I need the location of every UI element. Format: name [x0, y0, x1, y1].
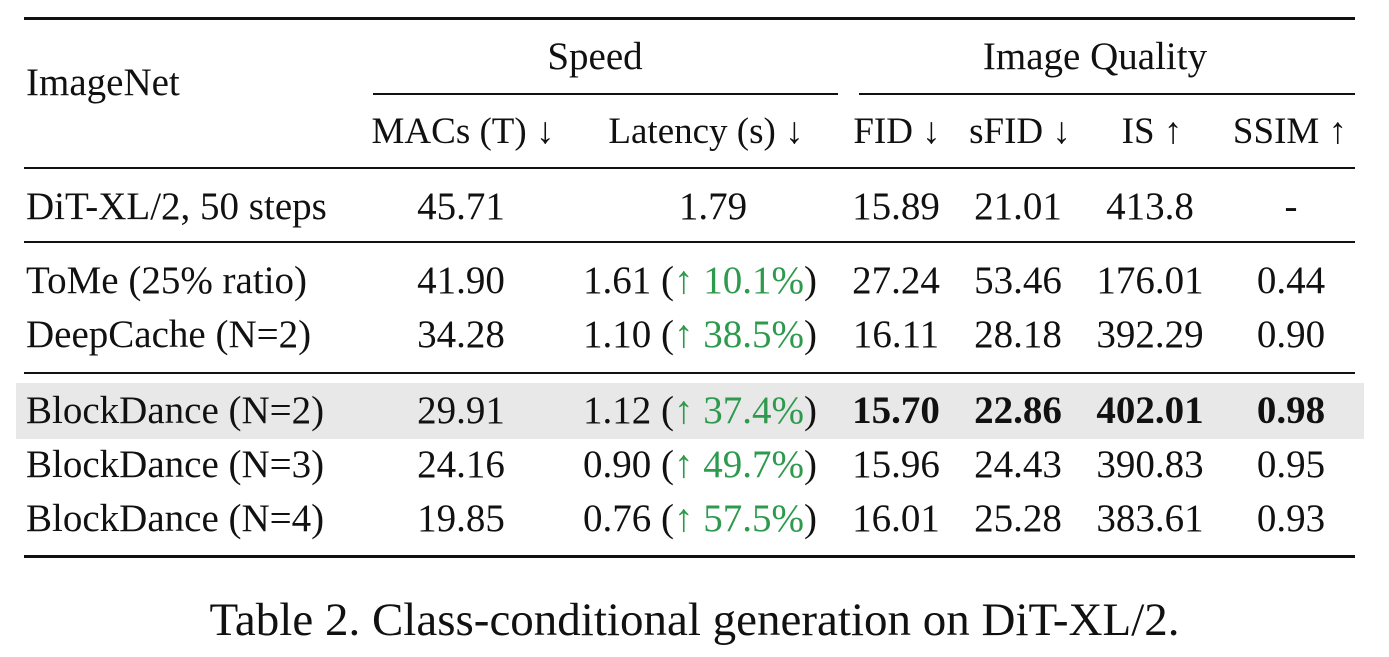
table-cell-is: 392.29 — [1096, 313, 1204, 356]
latency-close-paren: ) — [804, 389, 817, 432]
table-cell-macs: 45.71 — [417, 185, 505, 228]
column-header-macs: MACs (T) ↓ — [371, 111, 555, 152]
baseline-separator-rule — [24, 241, 1355, 243]
column-header-ssim: SSIM ↑ — [1232, 111, 1348, 152]
column-header-fid: FID ↓ — [853, 111, 941, 152]
table-cell-ssim: 0.95 — [1256, 443, 1326, 486]
table-cell-fid: 27.24 — [852, 259, 940, 302]
table-cell-sfid: 25.28 — [974, 497, 1062, 540]
latency-value: 0.76 ( — [583, 497, 674, 540]
column-header-is: IS ↑ — [1121, 111, 1183, 152]
table-cell-ssim: 0.90 — [1256, 313, 1326, 356]
table-cell-fid: 15.96 — [852, 443, 940, 486]
table-cell-latency: 1.12 (↑ 37.4%) — [583, 388, 817, 434]
methods-separator-rule — [24, 372, 1355, 374]
table-row-method: BlockDance (N=3) — [26, 443, 325, 486]
speedup-value: ↑ 37.4% — [674, 389, 804, 432]
latency-value: 1.61 ( — [583, 259, 674, 302]
table-cell-macs: 29.91 — [417, 389, 505, 432]
table-cell-is: 176.01 — [1096, 259, 1204, 302]
table-bottom-rule — [24, 555, 1355, 558]
table-cell-ssim: - — [1284, 185, 1298, 228]
speed-group-rule — [373, 93, 838, 95]
highlight-row-background — [16, 383, 1364, 439]
table-row-method: DeepCache (N=2) — [26, 313, 312, 356]
table-cell-is: 383.61 — [1096, 497, 1204, 540]
table-cell-macs: 41.90 — [417, 259, 505, 302]
speed-group-header: Speed — [547, 35, 643, 78]
table-cell-sfid: 28.18 — [974, 313, 1062, 356]
table-cell-macs: 34.28 — [417, 313, 505, 356]
table-row-method: DiT-XL/2, 50 steps — [26, 185, 327, 228]
speedup-value: ↑ 10.1% — [674, 259, 804, 302]
table-cell-macs: 24.16 — [417, 443, 505, 486]
table-cell-sfid: 24.43 — [974, 443, 1062, 486]
table-cell-sfid: 21.01 — [974, 185, 1062, 228]
table-cell-fid: 15.89 — [852, 185, 940, 228]
table-cell-latency: 0.90 (↑ 49.7%) — [583, 442, 817, 488]
column-header-sfid: sFID ↓ — [969, 111, 1071, 152]
table-cell-ssim: 0.44 — [1256, 259, 1326, 302]
table-cell-fid: 16.01 — [852, 497, 940, 540]
table-cell-ssim: 0.98 — [1256, 389, 1326, 432]
table-cell-is: 402.01 — [1096, 389, 1204, 432]
table-cell-is: 413.8 — [1106, 185, 1194, 228]
table-row-method: BlockDance (N=2) — [26, 389, 325, 432]
speedup-value: ↑ 57.5% — [674, 497, 804, 540]
latency-close-paren: ) — [804, 259, 817, 302]
latency-close-paren: ) — [804, 313, 817, 356]
table-row-method: BlockDance (N=4) — [26, 497, 325, 540]
table-caption: Table 2. Class-conditional generation on… — [209, 594, 1180, 646]
table-cell-sfid: 22.86 — [974, 389, 1062, 432]
speedup-value: ↑ 38.5% — [674, 313, 804, 356]
quality-group-header: Image Quality — [982, 35, 1208, 78]
table-cell-fid: 16.11 — [852, 313, 940, 356]
table-cell-fid: 15.70 — [852, 389, 940, 432]
table-cell-latency: 0.76 (↑ 57.5%) — [583, 496, 817, 542]
table-cell-latency: 1.10 (↑ 38.5%) — [583, 312, 817, 358]
table-cell-latency: 1.79 — [678, 185, 748, 228]
table-cell-sfid: 53.46 — [974, 259, 1062, 302]
header-bottom-rule — [24, 167, 1355, 169]
latency-close-paren: ) — [804, 443, 817, 486]
quality-group-rule — [859, 93, 1355, 95]
dataset-label: ImageNet — [26, 61, 180, 104]
table-cell-is: 390.83 — [1096, 443, 1204, 486]
table-cell-latency: 1.61 (↑ 10.1%) — [583, 258, 817, 304]
table-row-method: ToMe (25% ratio) — [26, 259, 308, 302]
table-top-rule — [24, 17, 1355, 20]
column-header-latency: Latency (s) ↓ — [608, 111, 804, 152]
table-cell-ssim: 0.93 — [1256, 497, 1326, 540]
latency-value: 1.10 ( — [583, 313, 674, 356]
latency-value: 1.12 ( — [583, 389, 674, 432]
latency-close-paren: ) — [804, 497, 817, 540]
latency-value: 0.90 ( — [583, 443, 674, 486]
table-cell-macs: 19.85 — [417, 497, 505, 540]
speedup-value: ↑ 49.7% — [674, 443, 804, 486]
